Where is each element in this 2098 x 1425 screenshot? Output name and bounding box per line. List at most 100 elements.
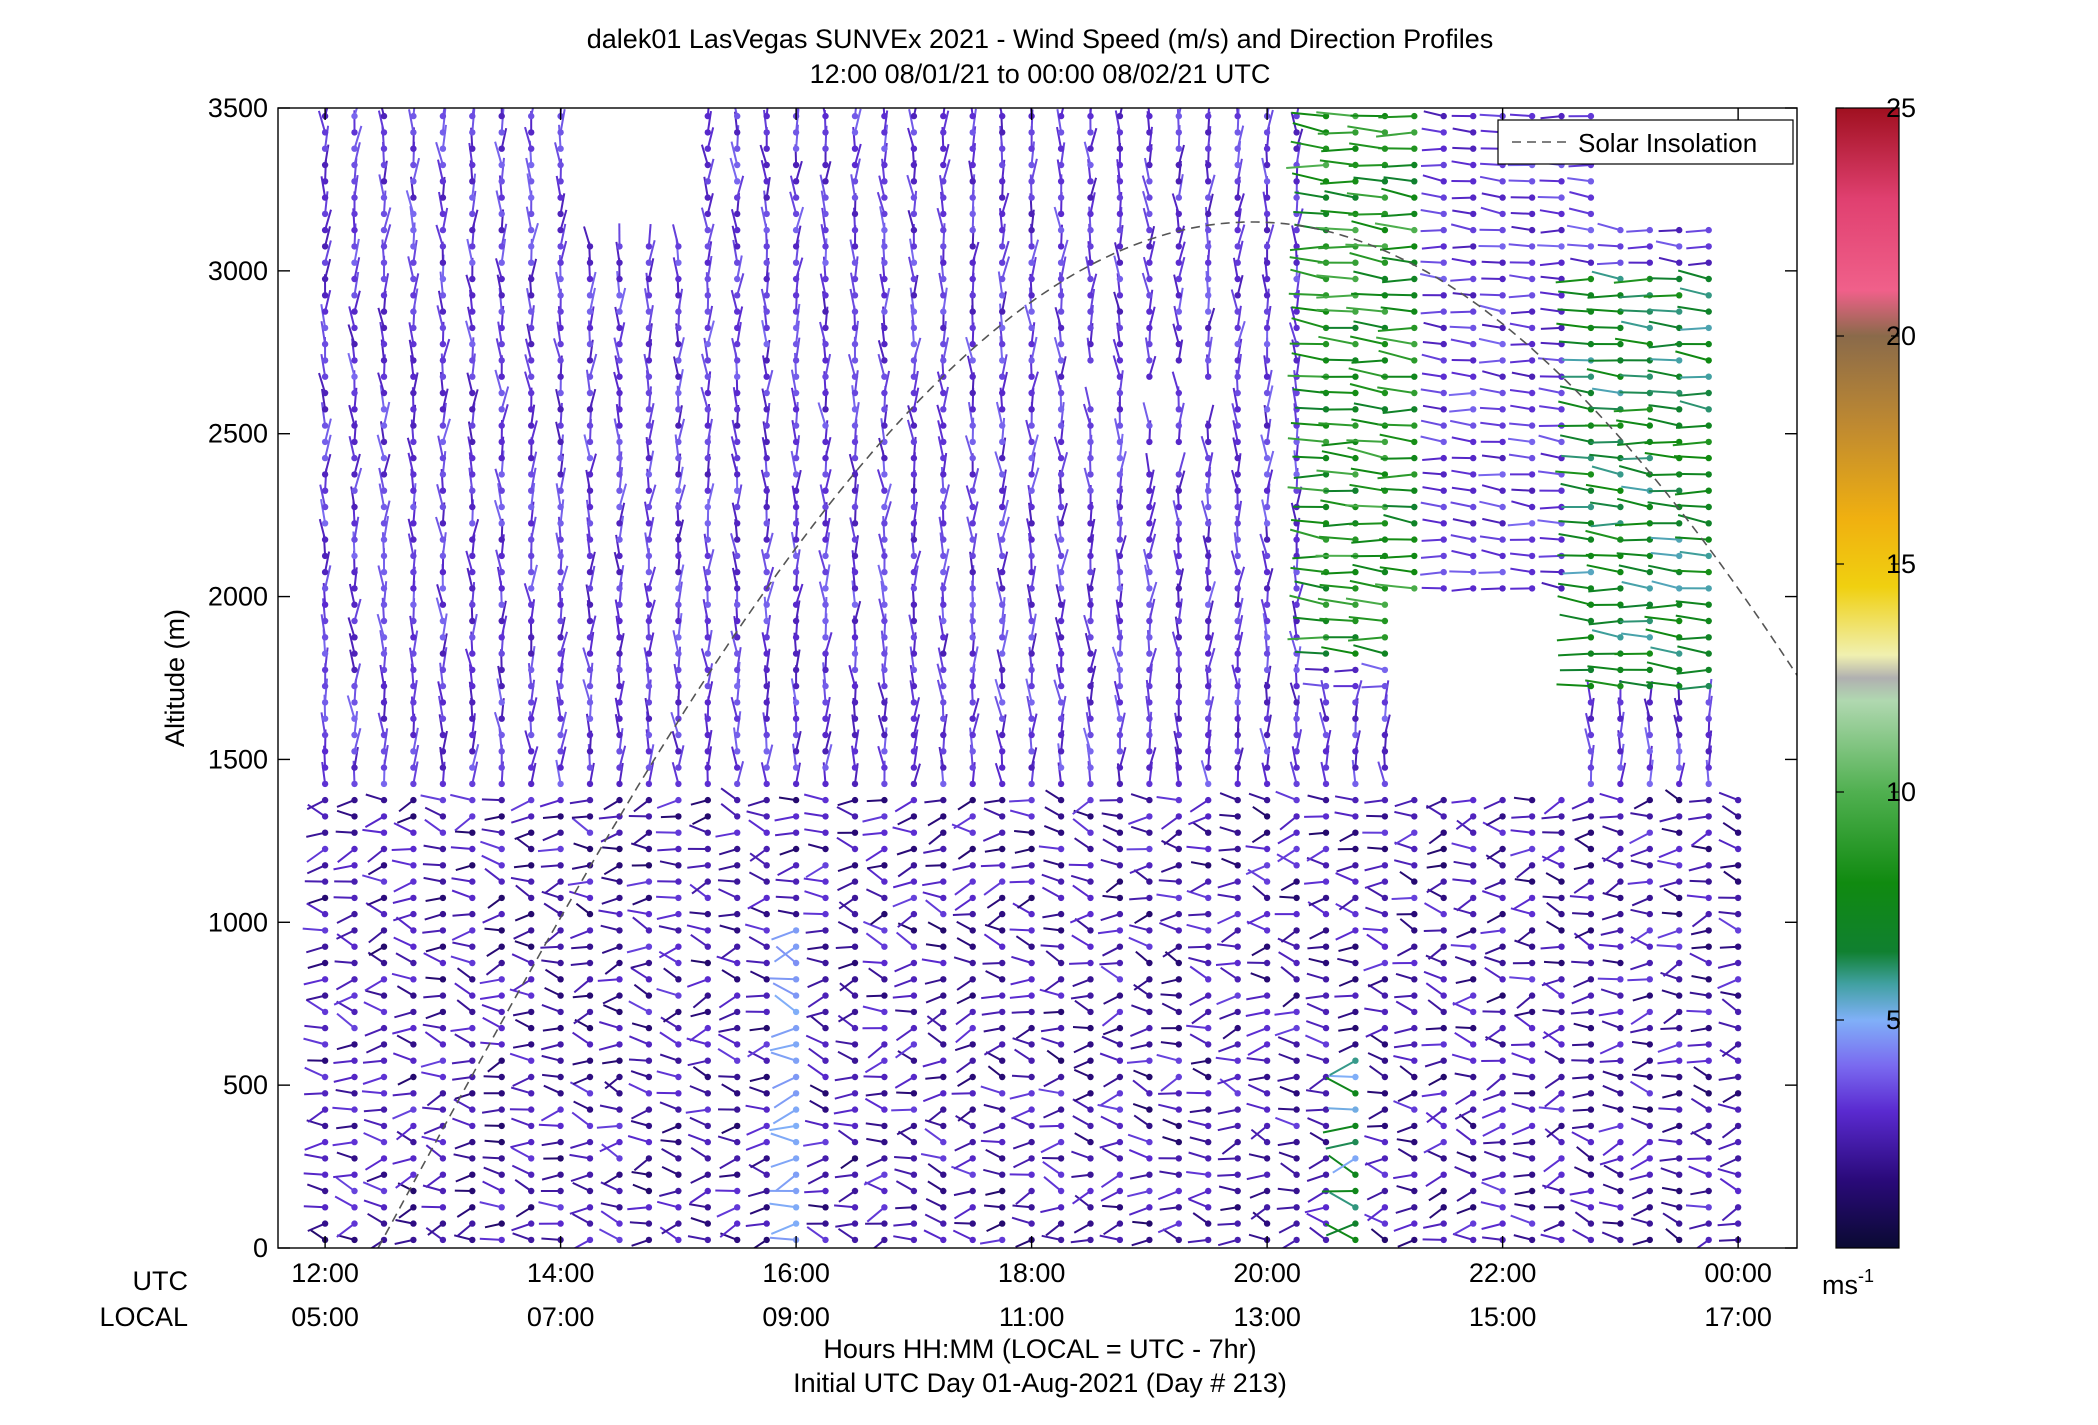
wind-point [351, 145, 358, 152]
wind-stick [761, 632, 768, 654]
wind-stick [995, 730, 1004, 752]
wind-point [380, 389, 388, 397]
wind-point [1146, 699, 1153, 706]
wind-point [1293, 112, 1300, 120]
wind-point [1263, 1090, 1271, 1097]
wind-stick [952, 913, 973, 916]
wind-point [1352, 129, 1359, 136]
wind-stick [1060, 451, 1069, 475]
wind-point [351, 796, 358, 804]
wind-point [1057, 340, 1065, 348]
wind-point [910, 1106, 918, 1113]
wind-point [380, 862, 388, 869]
wind-stick [363, 1199, 385, 1209]
wind-point [1263, 1204, 1271, 1211]
wind-point [528, 275, 535, 283]
wind-point [881, 715, 888, 722]
wind-point [763, 210, 770, 218]
wind-stick [618, 466, 624, 491]
wind-stick [1291, 317, 1327, 329]
wind-stick [540, 1108, 562, 1122]
wind-point [498, 471, 505, 478]
wind-point [851, 1122, 859, 1130]
wind-stick [1160, 1076, 1180, 1092]
wind-point [734, 1204, 741, 1211]
wind-point [410, 1090, 417, 1097]
wind-stick [1277, 1076, 1297, 1082]
wind-point [734, 471, 741, 478]
wind-stick [774, 1173, 797, 1192]
wind-point [351, 1008, 358, 1016]
wind-stick [1038, 1088, 1062, 1095]
wind-stick [570, 1141, 591, 1149]
wind-point [1263, 1008, 1271, 1016]
wind-point [557, 1122, 564, 1130]
wind-stick [1186, 1091, 1209, 1095]
wind-point [734, 259, 741, 266]
wind-point [940, 1171, 947, 1178]
wind-point [704, 324, 711, 332]
wind-point [321, 634, 329, 641]
wind-stick [1001, 354, 1008, 377]
wind-point [439, 145, 447, 152]
wind-point [410, 340, 417, 348]
wind-point [1352, 910, 1359, 918]
wind-point [1116, 1024, 1124, 1032]
wind-stick [554, 142, 562, 166]
wind-point [851, 1057, 859, 1064]
wind-point [321, 259, 329, 266]
wind-point [321, 243, 329, 250]
wind-point [351, 1187, 358, 1195]
wind-stick [1069, 962, 1091, 965]
wind-point [763, 682, 770, 690]
wind-point [1087, 145, 1094, 152]
wind-point [469, 243, 476, 250]
wind-point [881, 1236, 888, 1244]
wind-point [1205, 129, 1212, 136]
wind-stick [1186, 889, 1209, 899]
wind-point [940, 520, 947, 527]
wind-point [704, 992, 711, 999]
wind-stick [320, 614, 327, 638]
wind-point [586, 406, 594, 413]
wind-stick [1250, 1128, 1268, 1143]
wind-point [557, 878, 564, 885]
wind-point [586, 601, 594, 608]
wind-point [675, 585, 682, 592]
wind-stick [749, 852, 768, 867]
wind-stick [482, 913, 503, 924]
wind-point [616, 1155, 623, 1162]
wind-stick [1306, 1002, 1327, 1013]
wind-point [1352, 780, 1359, 788]
wind-point [999, 178, 1006, 185]
wind-stick [1236, 274, 1244, 296]
wind-stick [618, 322, 626, 345]
wind-point [528, 422, 535, 429]
wind-stick [1142, 256, 1151, 280]
wind-point [763, 764, 770, 771]
wind-stick [907, 209, 915, 231]
wind-point [645, 454, 653, 462]
wind-point [704, 976, 711, 983]
wind-point [1175, 780, 1183, 788]
wind-point [763, 796, 770, 804]
wind-point [410, 308, 417, 315]
wind-point [528, 780, 535, 788]
wind-stick [685, 1108, 708, 1114]
wind-point [528, 454, 535, 462]
wind-stick [894, 962, 915, 973]
wind-point [1234, 324, 1241, 332]
wind-point [1146, 585, 1153, 592]
wind-point [557, 275, 564, 283]
wind-point [439, 357, 447, 364]
wind-point [586, 1008, 594, 1016]
wind-stick [894, 799, 915, 813]
wind-point [851, 1187, 859, 1195]
wind-point [439, 178, 447, 185]
wind-stick [936, 207, 945, 231]
wind-point [616, 796, 623, 804]
wind-stick [687, 864, 708, 869]
wind-point [528, 552, 535, 560]
wind-stick [1187, 1190, 1209, 1200]
wind-point [1234, 699, 1241, 706]
